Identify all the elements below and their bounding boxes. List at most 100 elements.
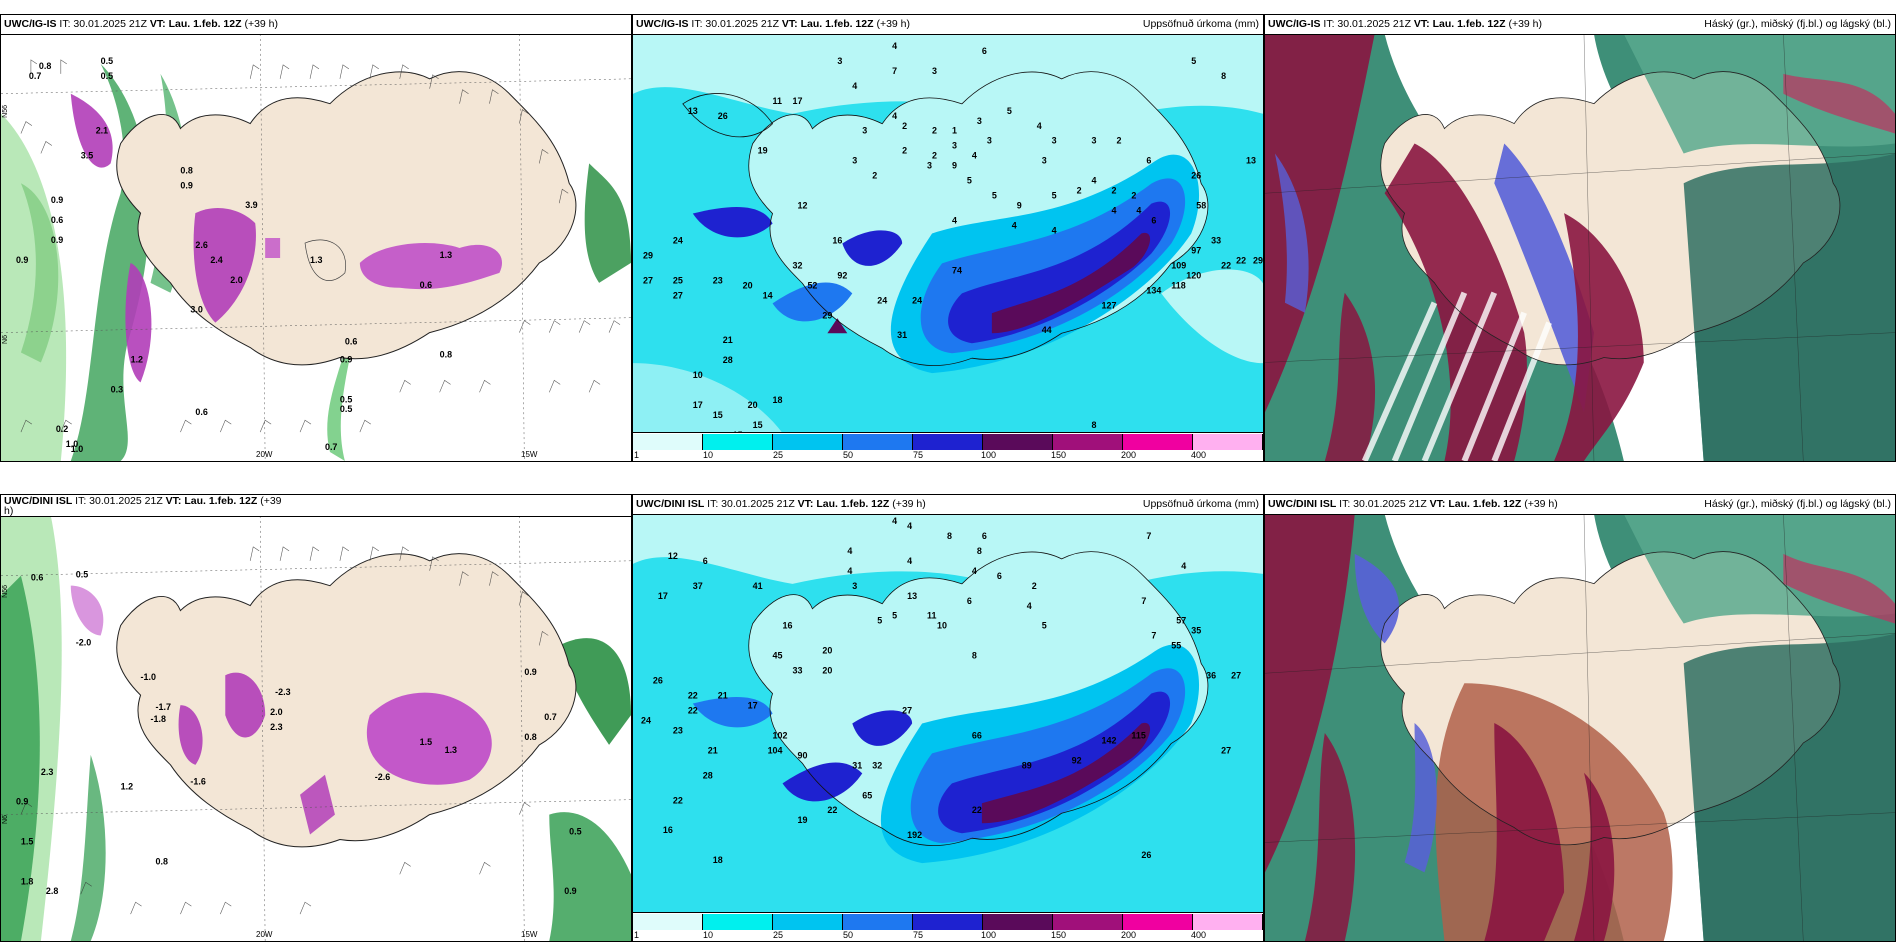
svg-text:21: 21 <box>708 745 718 755</box>
precip-map-dini[interactable]: UWC/DINI ISL IT: 30.01.2025 21Z VT: Lau.… <box>632 494 1264 942</box>
cloud-map-igis[interactable]: UWC/IG-IS IT: 30.01.2025 21Z VT: Lau. 1.… <box>1264 14 1896 462</box>
svg-text:5: 5 <box>1191 56 1196 66</box>
wind-temp-map-dini[interactable]: UWC/DINI ISL IT: 30.01.2025 21Z VT: Lau.… <box>0 494 632 942</box>
svg-text:-1.6: -1.6 <box>190 777 205 787</box>
svg-text:6: 6 <box>703 556 708 566</box>
colorbar-tick: 50 <box>843 450 854 460</box>
map-canvas <box>1265 34 1895 461</box>
map-area[interactable]: 4 4 8 6 12 6 4 4 4 3 8 4 6 7 4 2 4 13 11… <box>633 514 1263 913</box>
cloud-map-dini[interactable]: UWC/DINI ISL IT: 30.01.2025 21Z VT: Lau.… <box>1264 494 1896 942</box>
precip-labels: 4 3 7 3 4 6 5 8 13 26 11 17 3 4 2 2 1 3 … <box>643 41 1263 433</box>
val-label: 0.6 <box>420 280 432 290</box>
val-label: 0.9 <box>51 235 63 245</box>
val-label: 2.6 <box>195 240 207 250</box>
svg-text:57: 57 <box>1176 616 1186 626</box>
svg-text:35: 35 <box>1191 626 1201 636</box>
map-area[interactable]: 0.8 0.5 0.7 0.5 0.9 0.6 0.9 0.8 0.9 2.6 … <box>1 34 631 461</box>
map-area[interactable] <box>1265 514 1895 941</box>
svg-text:5: 5 <box>992 191 997 201</box>
map-area[interactable]: 4 3 7 3 4 6 5 8 13 26 11 17 3 4 2 2 1 3 … <box>633 34 1263 433</box>
lat-label: N6 <box>2 815 9 824</box>
panel-title: UWC/IG-IS IT: 30.01.2025 21Z VT: Lau. 1.… <box>633 15 1263 35</box>
colorbar-tick: 150 <box>1051 450 1067 460</box>
map-area[interactable] <box>1265 34 1895 461</box>
svg-text:5: 5 <box>1042 621 1047 631</box>
val-label: 1.0 <box>71 444 83 454</box>
colorbar-swatch <box>1193 914 1263 930</box>
svg-text:23: 23 <box>713 275 723 285</box>
svg-text:17: 17 <box>748 701 758 711</box>
svg-text:4: 4 <box>1012 221 1017 231</box>
svg-text:29: 29 <box>1253 255 1263 265</box>
svg-text:29: 29 <box>643 250 653 260</box>
svg-text:26: 26 <box>653 676 663 686</box>
colorbar-tick: 50 <box>843 930 854 940</box>
svg-text:6: 6 <box>997 571 1002 581</box>
svg-text:32: 32 <box>792 260 802 270</box>
svg-text:2: 2 <box>1111 186 1116 196</box>
svg-text:16: 16 <box>783 621 793 631</box>
colorbar-tick: 150 <box>1051 930 1067 940</box>
svg-text:97: 97 <box>1191 245 1201 255</box>
svg-text:2: 2 <box>1032 581 1037 591</box>
svg-text:0.5: 0.5 <box>569 827 581 837</box>
val-label: 3.5 <box>81 150 93 160</box>
svg-text:27: 27 <box>1231 671 1241 681</box>
wind-temp-map-igis[interactable]: UWC/IG-IS IT: 30.01.2025 21Z VT: Lau. 1.… <box>0 14 632 462</box>
svg-text:17: 17 <box>693 400 703 410</box>
val-label: 0.6 <box>345 337 357 347</box>
svg-text:104: 104 <box>768 745 783 755</box>
svg-text:5: 5 <box>1052 191 1057 201</box>
colorbar-swatch <box>773 914 843 930</box>
svg-text:-1.0: -1.0 <box>141 672 156 682</box>
svg-text:2: 2 <box>932 126 937 136</box>
svg-text:55: 55 <box>1171 641 1181 651</box>
svg-text:36: 36 <box>1206 671 1216 681</box>
svg-text:3: 3 <box>927 161 932 171</box>
colorbar-tick: 10 <box>703 450 714 460</box>
svg-text:24: 24 <box>673 235 683 245</box>
val-label: 0.5 <box>340 394 352 404</box>
svg-text:22: 22 <box>1221 260 1231 270</box>
svg-text:2: 2 <box>902 121 907 131</box>
svg-text:7: 7 <box>1151 631 1156 641</box>
svg-text:2.0: 2.0 <box>270 707 282 717</box>
lon-label: 15W <box>521 450 538 459</box>
svg-text:26: 26 <box>1191 171 1201 181</box>
svg-text:9: 9 <box>952 161 957 171</box>
colorbar-swatch <box>983 434 1053 450</box>
svg-text:4: 4 <box>892 516 897 526</box>
svg-text:3: 3 <box>1052 136 1057 146</box>
svg-text:3: 3 <box>1092 136 1097 146</box>
svg-text:4: 4 <box>847 566 852 576</box>
svg-text:4: 4 <box>1181 561 1186 571</box>
svg-text:37: 37 <box>693 581 703 591</box>
svg-text:2: 2 <box>932 151 937 161</box>
svg-text:19: 19 <box>758 146 768 156</box>
svg-text:6: 6 <box>1151 216 1156 226</box>
svg-text:13: 13 <box>1246 156 1256 166</box>
svg-text:10: 10 <box>693 370 703 380</box>
svg-text:4: 4 <box>847 546 852 556</box>
svg-text:31: 31 <box>897 330 907 340</box>
colorbar-tick: 25 <box>773 450 784 460</box>
colorbar-tick: 100 <box>981 930 997 940</box>
svg-text:27: 27 <box>1221 745 1231 755</box>
val-label: 2.1 <box>96 126 108 136</box>
svg-text:3: 3 <box>852 156 857 166</box>
colorbar: 1 10 25 50 75 100 150 200 400 <box>633 432 1263 461</box>
svg-text:2: 2 <box>1116 136 1121 146</box>
val-label: 0.9 <box>51 195 63 205</box>
svg-text:2.3: 2.3 <box>41 767 53 777</box>
svg-text:27: 27 <box>643 275 653 285</box>
colorbar-tick: 1 <box>634 930 640 940</box>
map-area[interactable]: 0.6 0.5 -2.0 -1.0 -1.7 -1.8 -2.3 2.0 2.3… <box>1 516 631 941</box>
lat-label: N56 <box>2 105 9 118</box>
colorbar-tick: 400 <box>1191 450 1207 460</box>
val-label: 0.9 <box>340 354 352 364</box>
svg-text:21: 21 <box>718 691 728 701</box>
svg-text:5: 5 <box>1007 106 1012 116</box>
precip-map-igis[interactable]: UWC/IG-IS IT: 30.01.2025 21Z VT: Lau. 1.… <box>632 14 1264 462</box>
svg-text:6: 6 <box>1146 156 1151 166</box>
svg-text:31: 31 <box>852 760 862 770</box>
